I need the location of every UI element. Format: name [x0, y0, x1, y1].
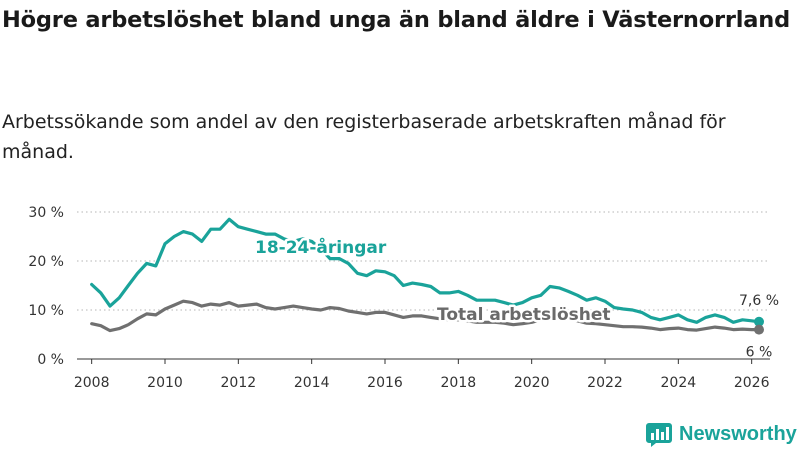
end-label-youth: 7,6 %: [739, 293, 779, 309]
x-tick-label: 2022: [587, 375, 623, 391]
newsworthy-logo-icon: [646, 423, 672, 447]
series-label-total: Total arbetslöshet: [437, 305, 611, 325]
end-label-total: 6 %: [746, 345, 773, 361]
series-line-total: [90, 299, 761, 333]
chart-subtitle: Arbetssökande som andel av den registerb…: [2, 111, 726, 163]
y-tick-label: 10 %: [28, 303, 64, 319]
x-tick-label: 2020: [514, 375, 550, 391]
x-tick-label: 2018: [441, 375, 477, 391]
y-tick-label: 0 %: [37, 352, 64, 368]
newsworthy-logo-text: Newsworthy: [679, 422, 797, 445]
x-tick-label: 2016: [367, 375, 403, 391]
x-tick-label: 2008: [74, 375, 110, 391]
x-tick-label: 2026: [734, 375, 770, 391]
x-tick-label: 2024: [661, 375, 697, 391]
series-line-youth: [90, 217, 761, 324]
chart-title: Högre arbetslöshet bland unga än bland ä…: [2, 7, 791, 33]
y-tick-label: 20 %: [28, 254, 64, 270]
y-tick-label: 30 %: [28, 205, 64, 221]
end-point-total: [754, 324, 764, 335]
x-tick-label: 2010: [147, 375, 183, 391]
x-tick-label: 2012: [221, 375, 257, 391]
end-point-youth: [754, 316, 764, 327]
series-label-youth: 18-24-åringar: [255, 236, 387, 258]
x-tick-label: 2014: [294, 375, 330, 391]
newsworthy-logo: Newsworthy: [645, 420, 797, 448]
